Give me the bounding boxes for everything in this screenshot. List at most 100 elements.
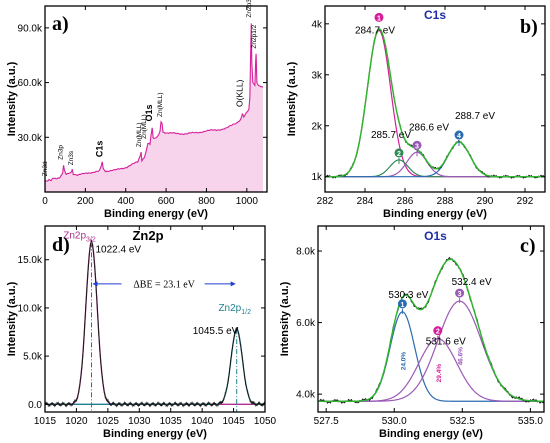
peak-name: Zn2p1/2 (218, 303, 251, 316)
x-axis-label: Binding energy (eV) (103, 428, 207, 440)
data-trace (318, 256, 544, 404)
component-curve-1 (318, 311, 544, 402)
panel-label: a) (52, 13, 69, 35)
axes-frame (317, 225, 545, 413)
y-tick-label: 10.0k (18, 303, 43, 314)
peak-annotation: Zn2p1/2 (251, 24, 258, 48)
y-tick-label: 6.0k (296, 318, 316, 329)
area-percent: 29.4% (436, 364, 443, 383)
peak-number-badge (374, 12, 384, 22)
panel-title: C1s (424, 8, 446, 22)
x-tick-label: 284 (357, 196, 374, 207)
area-percent: 24.0% (400, 352, 407, 371)
peak-label: 286.6 eV (409, 122, 449, 133)
plot-area (325, 28, 545, 179)
peak-label: 288.7 eV (455, 111, 495, 122)
peak-annotation: O(KLL) (234, 79, 244, 107)
x-tick-label: 535.0 (518, 416, 543, 427)
x-tick-label: 1040 (191, 416, 214, 427)
x-tick-label: 1035 (160, 416, 183, 427)
peak-annotation: Zn2p3/2 (246, 0, 253, 18)
peak-label: 285.7 eV (371, 130, 411, 141)
y-tick-label: 90.0k (18, 23, 43, 34)
panel-label: c) (520, 235, 536, 257)
y-axis-label: Intensity (a.u.) (279, 281, 291, 356)
plot-area (45, 23, 264, 192)
x-axis-label: Binding energy (eV) (379, 428, 483, 440)
peak-number: 3 (458, 291, 462, 298)
delta-arrowhead-right (230, 281, 236, 287)
component-curve-1 (325, 29, 545, 178)
plot-area (45, 238, 265, 408)
peak-label: 532.4 eV (452, 277, 492, 288)
plot-area (318, 256, 544, 404)
peak-number-badge (433, 326, 443, 336)
axes-frame (44, 225, 266, 413)
peak-number-badge (394, 148, 404, 158)
survey-line (45, 23, 264, 182)
peak-number-badge (455, 288, 465, 298)
peak-number-badge (412, 140, 422, 150)
y-axis-label: Intensity (a.u.) (286, 61, 298, 136)
x-tick-label: 1045 (222, 416, 245, 427)
component-curve-2 (318, 338, 544, 402)
peak-number: 2 (436, 329, 440, 336)
area-percent: 46.6% (458, 347, 465, 366)
x-tick-label: 527.5 (314, 416, 339, 427)
x-tick-label: 530.0 (382, 416, 407, 427)
y-axis-label: Intensity (a.u.) (6, 61, 18, 136)
y-tick-label: 30.0k (18, 133, 43, 144)
y-axis-label: Intensity (a.u.) (6, 281, 18, 356)
panel-title: O1s (424, 229, 447, 243)
x-axis-label: Binding energy (eV) (383, 208, 487, 220)
axes-frame (44, 5, 268, 193)
fit-envelope (325, 28, 545, 178)
peak-annotation: O1s (144, 105, 154, 122)
peak-annotation: Zn(MLL) (141, 114, 148, 139)
peak-name: Zn2p3/2 (63, 230, 96, 243)
x-tick-label: 286 (397, 196, 414, 207)
peak-label: 531.6 eV (426, 337, 466, 348)
panel-label: d) (52, 234, 70, 256)
y-tick-label: 5.0k (23, 352, 43, 363)
y-tick-label: 4.0k (296, 390, 316, 401)
x-axis-label: Binding energy (eV) (104, 208, 208, 220)
peak-annotation: Zn3p (58, 145, 65, 160)
peak-number-badge (397, 299, 407, 309)
x-tick-label: 1015 (34, 416, 57, 427)
x-tick-label: 282 (317, 196, 334, 207)
peak-number: 2 (397, 151, 401, 158)
peak-name-sub: 3/2 (86, 236, 96, 243)
y-tick-label: 8.0k (296, 247, 316, 258)
peak-number: 1 (400, 302, 404, 309)
peak-annotation: Zn(MLL) (136, 122, 143, 147)
fit-envelope (318, 258, 544, 402)
peak-number-badge (454, 130, 464, 140)
survey-fill (45, 23, 263, 192)
x-tick-label: 290 (477, 196, 494, 207)
x-tick-label: 400 (117, 196, 134, 207)
x-tick-label: 1020 (65, 416, 88, 427)
peak-name-main: Zn2p (218, 303, 241, 314)
x-tick-label: 0 (42, 196, 48, 207)
y-tick-label: 15.0k (18, 255, 43, 266)
peak-label: 530.3 eV (388, 290, 428, 301)
y-tick-label: 2k (311, 121, 323, 132)
panel-label: b) (520, 16, 538, 38)
y-tick-label: 60.0k (18, 78, 43, 89)
component-curve-3 (318, 300, 544, 402)
peak-label: 1022.4 eV (96, 244, 142, 255)
x-tick-label: 1030 (128, 416, 151, 427)
peak-number: 4 (457, 133, 461, 140)
y-tick-label: 3k (311, 70, 323, 81)
x-tick-label: 800 (198, 196, 215, 207)
peak-fit-1 (45, 241, 265, 405)
peak-label: 284.7 eV (355, 25, 395, 36)
axes-frame (324, 5, 546, 193)
panel-b: 1 284.7 eV 2 285.7 eV 3 286.6 eV 4 288.7 eV 282 2… (286, 5, 546, 220)
peak-name-main: Zn2p (63, 230, 86, 241)
